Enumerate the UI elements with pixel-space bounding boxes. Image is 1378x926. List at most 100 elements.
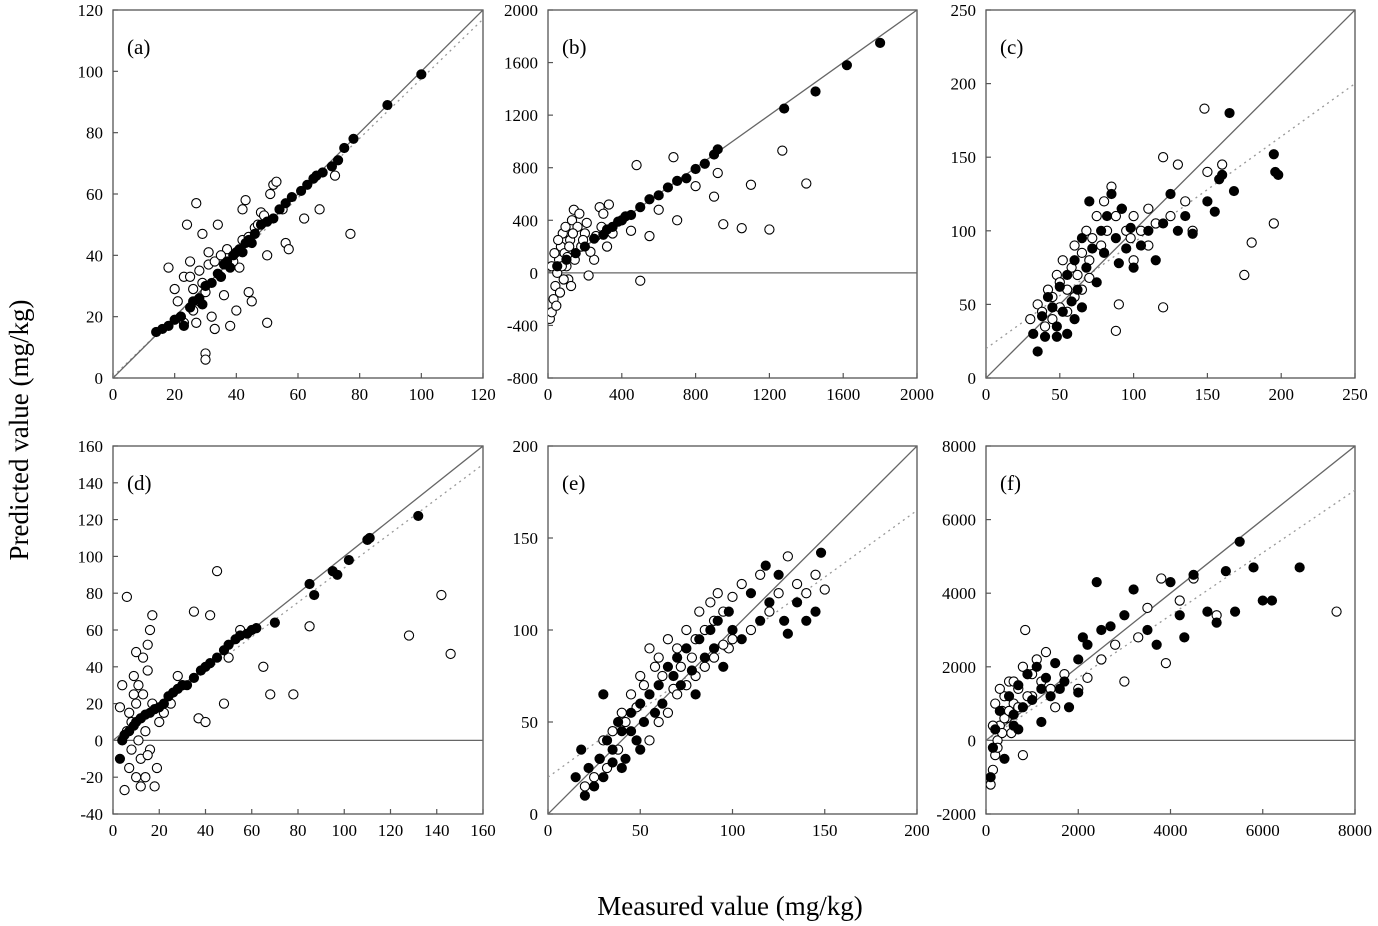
panel-c-y-tick-label-2: 100 bbox=[951, 222, 977, 241]
panel-a-open-point-1 bbox=[169, 283, 180, 295]
panel-d-filled-point-33 bbox=[332, 569, 343, 580]
panel-c-filled-point-4 bbox=[1042, 291, 1054, 303]
panel-c-filled-point-29 bbox=[1143, 225, 1154, 236]
panel-a-filled-point-4 bbox=[175, 311, 186, 322]
panel-b-y-tick-label-4: 800 bbox=[513, 159, 539, 178]
panel-b-open-point-17 bbox=[583, 270, 594, 281]
panel-e-filled-point-31 bbox=[712, 615, 723, 626]
panel-b-filled-point-11 bbox=[625, 209, 637, 221]
panel-a-x-tick-label-6: 120 bbox=[470, 385, 496, 404]
panel-c-filled-point-30 bbox=[1150, 255, 1161, 266]
panel-b-y-tick-label-7: 2000 bbox=[504, 1, 538, 20]
panel-b-open-point-41 bbox=[549, 247, 560, 259]
panel-d-open-point-0 bbox=[119, 784, 130, 796]
panel-b-filled-point-1 bbox=[561, 254, 572, 265]
panel-b-open-point-36 bbox=[745, 179, 757, 190]
panel-c-open-point-8 bbox=[1057, 255, 1068, 266]
panel-f-filled-point-33 bbox=[1220, 566, 1231, 577]
panel-e-x-tick-label-4: 200 bbox=[904, 821, 930, 840]
panel-a-open-point-36 bbox=[299, 213, 310, 224]
panel-c-filled-point-9 bbox=[1062, 269, 1073, 281]
panel-e-open-point-36 bbox=[773, 588, 784, 599]
panel-d-open-point-3 bbox=[128, 689, 139, 700]
panel-c-open-point-0 bbox=[1025, 313, 1036, 325]
panel-e-open-point-42 bbox=[644, 735, 655, 746]
panel-d-open-point-46 bbox=[114, 702, 126, 713]
panel-e-open-point-33 bbox=[745, 624, 757, 636]
panel-e-filled-point-18 bbox=[653, 680, 664, 691]
panel-c-filled-point-19 bbox=[1098, 247, 1110, 258]
panel-a-open-point-48 bbox=[215, 250, 227, 261]
panel-f-y-tick-label-3: 4000 bbox=[942, 584, 976, 603]
panel-f-filled-point-19 bbox=[1082, 639, 1093, 650]
panel-c-filled-point-36 bbox=[1202, 196, 1213, 207]
panel-a-x-tick-label-1: 20 bbox=[166, 385, 183, 404]
panel-d-filled-point-16 bbox=[181, 680, 193, 691]
panel-e-open-point-50 bbox=[718, 639, 729, 650]
panel-c-filled-point-11 bbox=[1069, 255, 1080, 266]
panel-e-x-tick-label-0: 0 bbox=[544, 821, 553, 840]
panel-a-y-tick-label-3: 60 bbox=[86, 185, 103, 204]
panel-f-filled-point-32 bbox=[1211, 617, 1222, 628]
panel-f-filled-point-40 bbox=[1036, 716, 1047, 728]
panel-d-x-tick-label-1: 20 bbox=[151, 821, 168, 840]
panel-c-filled-point-15 bbox=[1084, 196, 1095, 207]
panel-e-filled-point-13 bbox=[631, 735, 642, 746]
panel-f-filled-point-8 bbox=[1017, 702, 1029, 713]
panel-f-filled-point-38 bbox=[1266, 595, 1278, 606]
panel-e-open-point-20 bbox=[675, 661, 686, 672]
panel-e-open-point-1 bbox=[588, 772, 600, 783]
panel-a-filled-point-5 bbox=[178, 320, 190, 331]
panel-e-filled-point-21 bbox=[668, 670, 679, 682]
panel-d-open-point-24 bbox=[218, 698, 230, 709]
panel-a-open-point-10 bbox=[197, 228, 208, 240]
panel-b-filled-point-0 bbox=[552, 261, 563, 272]
panel-d-filled-point-11 bbox=[158, 698, 169, 709]
panel-b: 0 400 800 1200 1600 2000 -800 -400 0 400 800 1200 16… bbox=[504, 1, 934, 404]
panel-c-filled-point-22 bbox=[1110, 233, 1121, 244]
panel-c-open-point-19 bbox=[1098, 196, 1110, 207]
panel-b-open-point-44 bbox=[554, 287, 566, 298]
panel-e-filled-point-40 bbox=[773, 569, 784, 580]
panel-c-open-point-11 bbox=[1069, 240, 1080, 251]
panel-a-filled-point-28 bbox=[274, 204, 285, 215]
panel-c-filled-point-41 bbox=[1228, 185, 1240, 197]
panel-d-open-point-11 bbox=[147, 610, 158, 621]
panel-e-x-tick-label-3: 150 bbox=[812, 821, 838, 840]
panel-d-x-tick-label-8: 160 bbox=[470, 821, 496, 840]
panel-a-filled-point-35 bbox=[317, 167, 328, 178]
panel-e-filled-point-47 bbox=[598, 772, 609, 783]
panel-f-y-tick-label-2: 2000 bbox=[942, 658, 976, 677]
panel-c-filled-point-35 bbox=[1187, 228, 1198, 239]
panel-f-open-point-26 bbox=[1119, 676, 1130, 687]
panel-e-filled-point-1 bbox=[576, 744, 587, 755]
panel-c-filled-point-18 bbox=[1096, 225, 1107, 236]
panel-b-open-point-24 bbox=[625, 225, 637, 236]
panel-f-filled-point-22 bbox=[1105, 621, 1116, 632]
panel-e-open-point-14 bbox=[649, 661, 661, 672]
panel-f-x-tick-label-1: 2000 bbox=[1061, 821, 1095, 840]
panel-c-filled-point-46 bbox=[1069, 314, 1080, 325]
panel-d-y-tick-label-7: 100 bbox=[78, 547, 104, 566]
panel-a-filled-point-2 bbox=[163, 320, 174, 331]
panel-f-filled-point-45 bbox=[1013, 724, 1024, 735]
panel-d-open-point-49 bbox=[130, 772, 142, 783]
panel-c-open-point-33 bbox=[1172, 159, 1184, 170]
panel-d-filled-point-21 bbox=[211, 652, 223, 663]
panel-c-filled-point-45 bbox=[1062, 328, 1073, 339]
panel-f-open-point-25 bbox=[1110, 639, 1121, 650]
panel-a-open-point-20 bbox=[221, 244, 233, 255]
panel-e-filled-point-49 bbox=[616, 762, 627, 774]
panel-e-open-point-34 bbox=[755, 569, 766, 580]
panel-e-filled-point-26 bbox=[690, 689, 701, 700]
panel-d-filled-point-31 bbox=[309, 589, 320, 601]
panel-f-filled-point-7 bbox=[1013, 680, 1024, 691]
panel-c-filled-point-33 bbox=[1172, 225, 1183, 236]
panel-e-filled-point-6 bbox=[598, 689, 609, 700]
panel-e-filled-point-45 bbox=[810, 606, 821, 617]
panel-e-filled-point-28 bbox=[699, 652, 710, 663]
panel-c-open-point-50 bbox=[1047, 313, 1058, 325]
panel-e-filled-point-23 bbox=[675, 680, 686, 691]
panel-d-filled-point-0 bbox=[114, 753, 126, 764]
panel-e-filled-point-34 bbox=[727, 624, 738, 636]
